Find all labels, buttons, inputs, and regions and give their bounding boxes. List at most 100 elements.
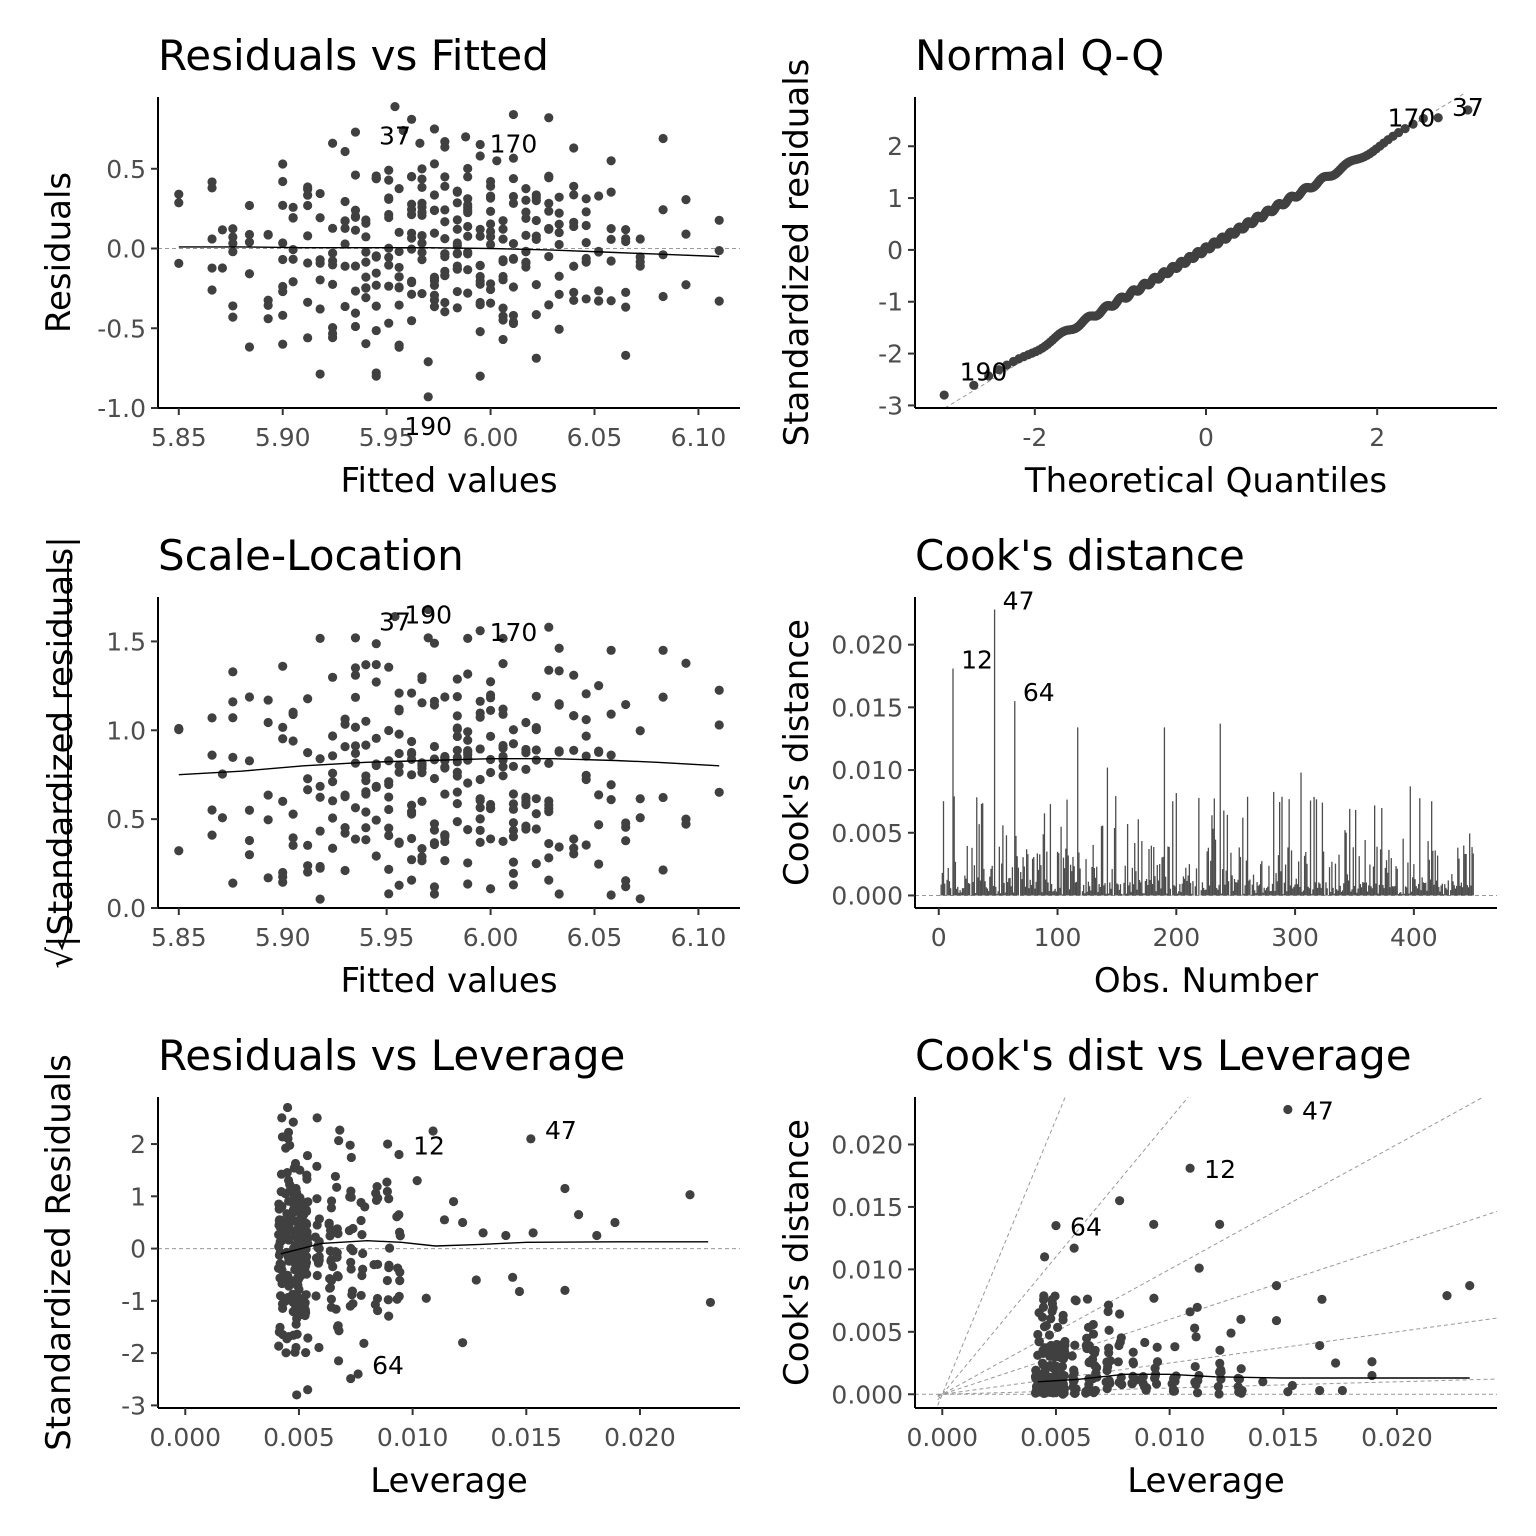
outlier-point: [1367, 1370, 1377, 1381]
data-point: [346, 1264, 356, 1274]
data-point: [429, 773, 440, 784]
outlier-point: [1194, 1263, 1204, 1273]
data-point: [278, 238, 288, 248]
data-point: [544, 300, 554, 310]
data-point: [554, 324, 564, 334]
outlier-point: [508, 109, 519, 120]
data-point: [452, 238, 462, 248]
data-point: [569, 190, 579, 200]
data-point: [361, 257, 371, 267]
data-point: [288, 809, 298, 819]
data-point: [1058, 1315, 1068, 1325]
plot-area: [174, 604, 724, 904]
data-point: [278, 877, 288, 887]
data-point: [292, 1231, 302, 1241]
x-tick-label: 0.000: [149, 1423, 221, 1452]
point-label: 190: [404, 600, 452, 629]
data-point: [371, 760, 381, 771]
data-point: [384, 830, 394, 841]
data-point: [350, 748, 361, 758]
data-point: [485, 226, 496, 237]
outlier-point: [461, 132, 471, 142]
data-point: [544, 198, 554, 208]
data-point: [521, 247, 531, 257]
data-point: [531, 824, 541, 834]
outlier-point: [383, 1139, 393, 1149]
data-point: [429, 159, 440, 169]
data-point: [1463, 105, 1473, 115]
data-point: [383, 1295, 393, 1305]
data-point: [328, 768, 338, 778]
data-point: [371, 268, 381, 278]
data-point: [406, 855, 417, 865]
data-point: [521, 184, 531, 194]
data-point: [554, 192, 564, 202]
data-point: [1071, 1384, 1081, 1394]
data-point: [332, 1270, 343, 1281]
data-point: [406, 800, 417, 810]
data-point: [288, 202, 298, 212]
data-point: [452, 286, 462, 297]
data-point: [452, 248, 462, 258]
data-point: [594, 191, 604, 201]
data-point: [290, 1158, 301, 1169]
data-point: [681, 280, 691, 290]
data-point: [384, 1260, 394, 1270]
plot-area: [158, 101, 740, 402]
data-point: [371, 677, 381, 687]
outlier-point: [544, 113, 554, 123]
x-tick-label: 5.90: [255, 923, 311, 952]
data-point: [291, 1319, 301, 1329]
contour-line: [937, 1317, 1497, 1396]
y-axis-label: Residuals: [39, 172, 79, 333]
outlier-point: [278, 159, 288, 169]
data-point: [328, 256, 338, 266]
data-point: [277, 1113, 287, 1123]
data-point: [244, 342, 255, 352]
data-point: [1113, 1357, 1123, 1367]
data-point: [278, 254, 288, 265]
outlier-point: [244, 200, 255, 211]
data-point: [606, 296, 616, 306]
data-point: [288, 277, 298, 287]
data-point: [311, 1291, 321, 1301]
data-point: [228, 667, 238, 677]
outlier-point: [475, 371, 485, 381]
data-point: [485, 754, 496, 765]
data-point: [1088, 1319, 1098, 1330]
data-point: [1039, 1291, 1049, 1301]
data-point: [348, 1246, 358, 1256]
data-point: [382, 1186, 392, 1197]
data-point: [263, 790, 273, 800]
data-point: [440, 297, 450, 308]
data-point: [333, 1321, 343, 1331]
outlier-point: [263, 695, 273, 705]
panel-3: Scale-Location 5.85 5.90 5.95 6.00 6.05 6.10 1.…: [41, 531, 740, 1001]
point-label: 190: [960, 357, 1008, 386]
data-point: [357, 1229, 367, 1240]
y-tick-label: 0.020: [831, 1130, 903, 1159]
data-point: [939, 390, 949, 400]
data-point: [315, 863, 325, 873]
data-point: [452, 745, 462, 755]
data-point: [315, 188, 325, 199]
data-point: [452, 215, 462, 225]
data-point: [521, 821, 531, 831]
data-point: [508, 789, 519, 799]
data-point: [1104, 1325, 1114, 1335]
data-point: [217, 813, 228, 823]
outlier-point: [390, 101, 400, 112]
outlier-point: [228, 878, 238, 888]
data-point: [1236, 1364, 1246, 1374]
data-point: [417, 674, 427, 685]
outlier-point: [315, 894, 325, 904]
y-tick-label: 0: [887, 236, 903, 265]
chart-title: Residuals vs Fitted: [158, 31, 549, 80]
outlier-point: [475, 626, 485, 636]
chart-title: Normal Q-Q: [915, 31, 1164, 80]
data-point: [1103, 1378, 1113, 1388]
data-point: [1234, 1374, 1245, 1384]
data-point: [508, 818, 519, 828]
x-tick-label: 6.00: [463, 423, 519, 452]
point-label: 47: [1003, 587, 1035, 616]
